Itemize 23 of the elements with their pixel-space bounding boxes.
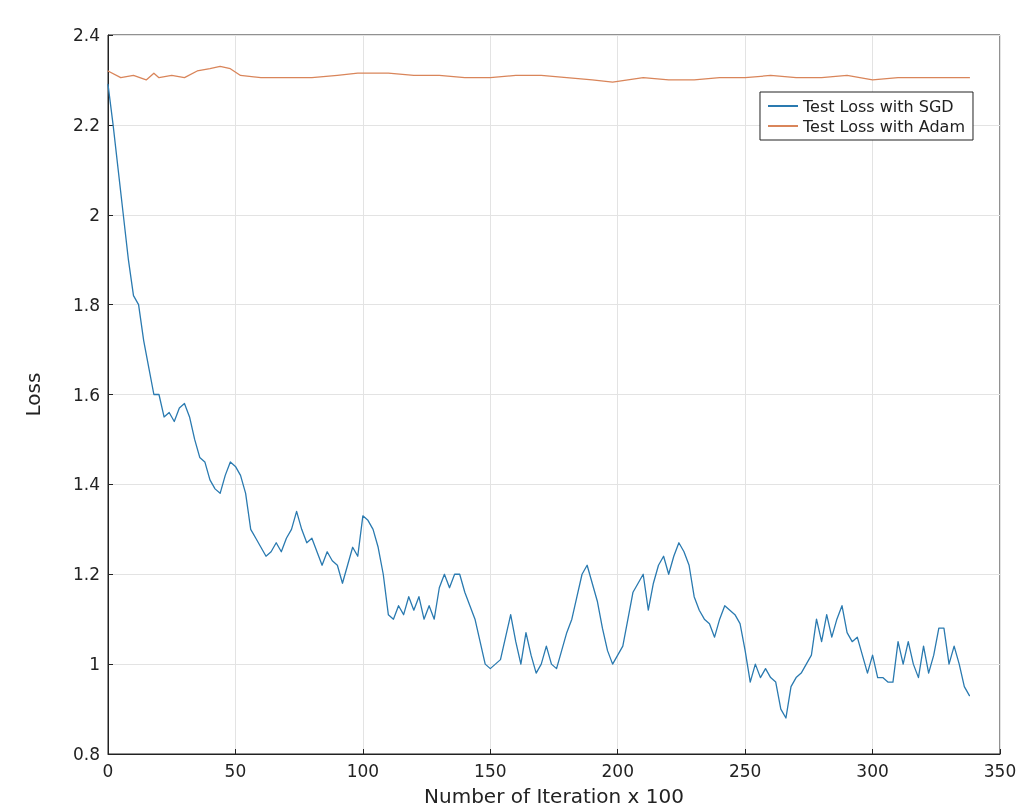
x-tick-label: 250: [728, 760, 762, 781]
y-tick-label: 1.2: [72, 564, 100, 585]
legend-label: Test Loss with SGD: [801, 96, 954, 116]
y-tick-label: 0.8: [72, 744, 100, 764]
x-tick-label: 0: [102, 760, 114, 781]
line-series: [107, 65, 971, 83]
y-tick-label: 1.4: [72, 474, 100, 495]
legend-label: Test Loss with Adam: [801, 116, 965, 136]
line-series: [107, 83, 971, 719]
x-tick-label: 100: [346, 760, 380, 781]
x-tick-label: 300: [856, 760, 889, 781]
x-tick-label: 200: [601, 760, 634, 781]
y-tick-label: 1.8: [72, 294, 100, 315]
y-axis-title: Loss: [21, 372, 45, 417]
y-tick-label: 2.4: [72, 25, 100, 45]
x-tick-label: 50: [224, 760, 247, 781]
x-axis-title: Number of Iteration x 100: [424, 784, 684, 808]
y-tick-label: 1.6: [72, 384, 100, 405]
x-tick-label: 350: [983, 760, 1017, 781]
x-tick-label: 150: [474, 760, 507, 781]
y-tick-label: 1: [89, 654, 100, 675]
y-tick-label: 2: [89, 204, 100, 225]
y-tick-label: 2.2: [72, 114, 100, 135]
